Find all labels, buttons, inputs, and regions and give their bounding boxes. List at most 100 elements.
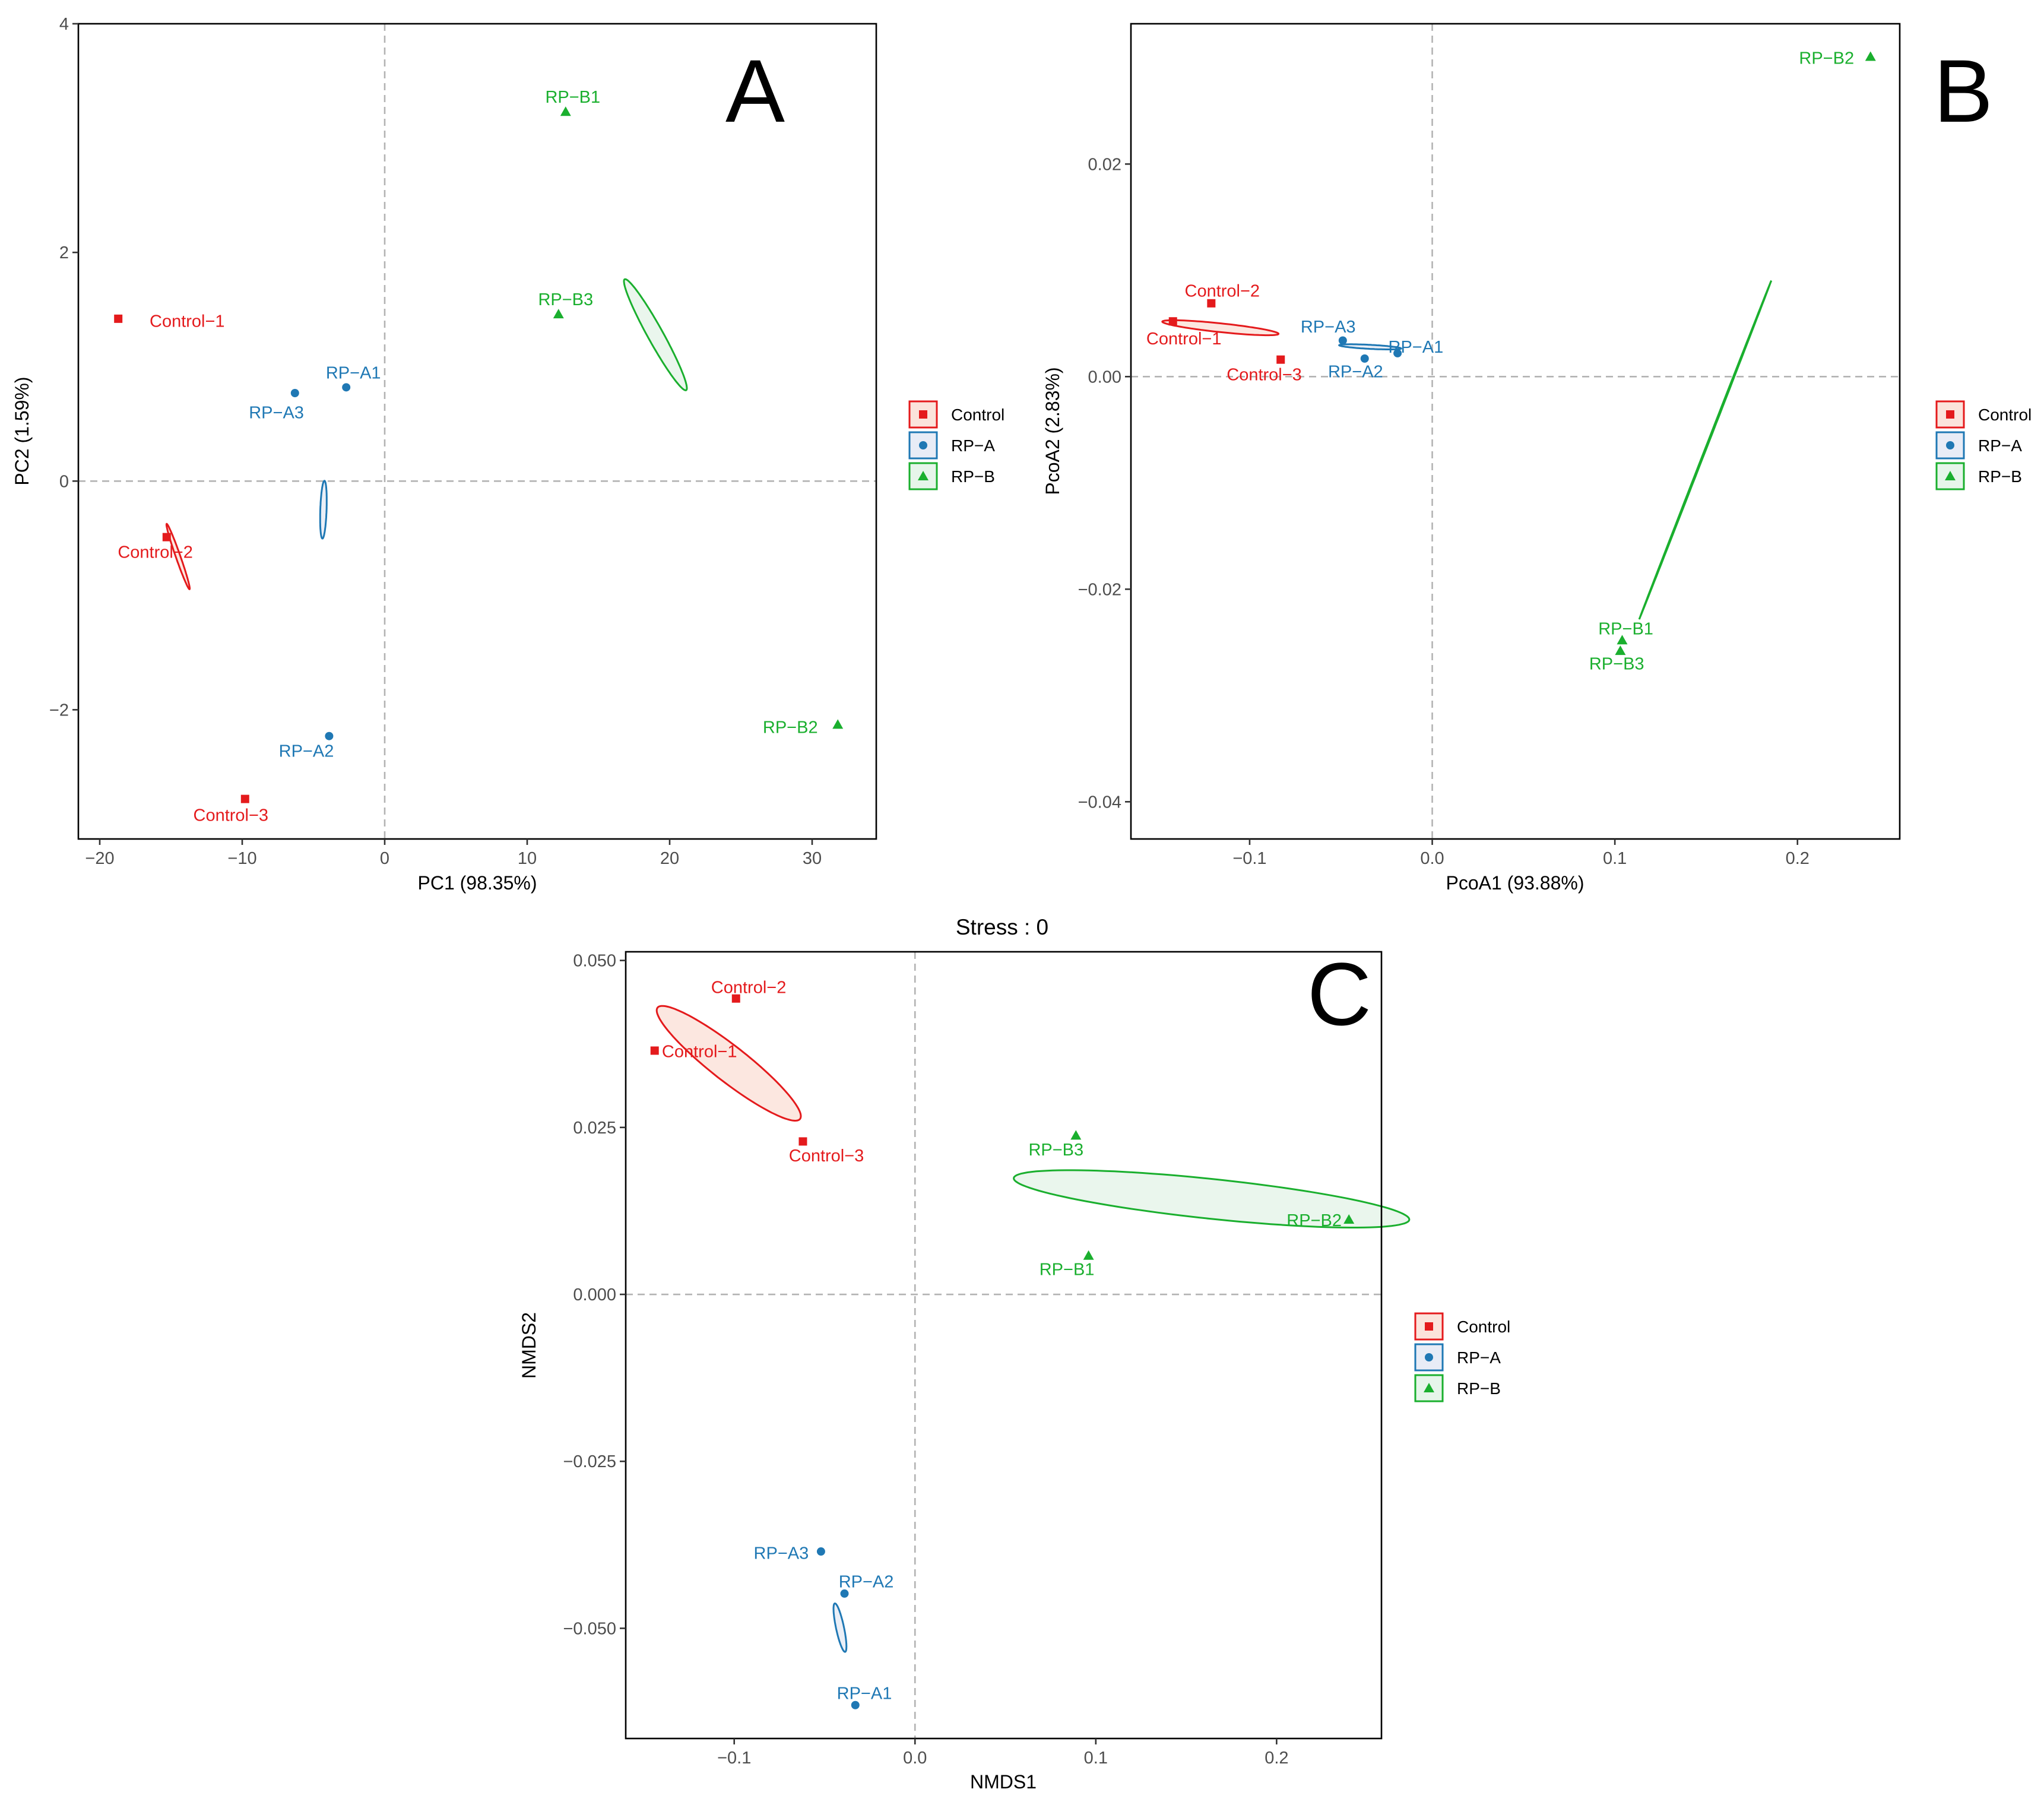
- panel-b-y-axis-title: PcoA2 (2.83%): [1042, 367, 1063, 495]
- panel-a-legend-marker-rp-b: [918, 471, 928, 480]
- panel-c-label-rp-a1: RP−A1: [837, 1684, 892, 1703]
- panel-a-y-tick-label: 0: [59, 472, 69, 491]
- panel-b-point-rp-b2: [1865, 51, 1876, 61]
- panel-b-label-rp-b3: RP−B3: [1589, 655, 1644, 674]
- panel-b-point-rp-a3: [1338, 336, 1347, 345]
- panel-b-letter: B: [1934, 41, 1993, 141]
- panel-c-point-control-1: [650, 1046, 659, 1055]
- panel-b-legend-marker-rp-b: [1945, 471, 1956, 480]
- panel-a-point-rp-b3: [553, 309, 564, 319]
- panel-b-point-rp-b1: [1617, 635, 1628, 645]
- panel-c-points: [650, 994, 1355, 1709]
- panel-b-legend-marker-rp-a: [1946, 441, 1954, 449]
- panel-a-legend-item-control: Control: [908, 400, 1004, 429]
- panel-a-label-control-1: Control−1: [150, 312, 225, 331]
- panel-c-label-rp-b2: RP−B2: [1286, 1211, 1342, 1230]
- panel-b-label-control-3: Control−3: [1227, 366, 1302, 385]
- panel-a-y-tick-label: −2: [49, 701, 69, 720]
- panel-a-legend: Control RP−A RP−B: [908, 400, 1004, 490]
- panel-b-x-axis-title: PcoA1 (93.88%): [1446, 872, 1584, 894]
- panel-c-legend: Control RP−A RP−B: [1414, 1312, 1510, 1402]
- panel-b-label-rp-b1: RP−B1: [1598, 620, 1653, 639]
- panel-c-x-tick-label: −0.1: [717, 1749, 751, 1768]
- panel-a-points: [114, 106, 844, 803]
- panel-b-x-tick-label: 0.0: [1420, 849, 1444, 868]
- panel-b-reference-lines: [1131, 24, 1900, 839]
- panel-c-point-labels: Control−1 Control−2 Control−3 RP−A1 RP−A2 RP−…: [662, 978, 1342, 1703]
- panel-b-ellipses: [1161, 280, 1773, 620]
- panel-c-legend-marker-rp-b: [1424, 1383, 1434, 1392]
- panel-c-y-ticks: −0.050 −0.025 0.000 0.025 0.050: [563, 952, 626, 1638]
- panel-b-ellipse-rp-b: [1638, 280, 1773, 620]
- panel-c-label-rp-b1: RP−B1: [1040, 1260, 1095, 1279]
- panel-b-point-labels: Control−1 Control−2 Control−3 RP−A1 RP−A2 RP−…: [1146, 49, 1854, 673]
- panel-b-label-rp-b2: RP−B2: [1799, 49, 1854, 68]
- panel-c-legend-item-rp-b: RP−B: [1414, 1374, 1501, 1402]
- panel-b-plot-border: [1130, 23, 1901, 840]
- panel-a-point-rp-a3: [290, 388, 299, 397]
- panel-a-point-rp-b1: [560, 106, 571, 116]
- panel-a-y-ticks: −2 0 2 4: [49, 15, 78, 720]
- panel-c-plot-border: [625, 951, 1383, 1740]
- panel-b-legend: Control RP−A RP−B: [1935, 400, 2032, 490]
- panel-b-legend-marker-control: [1946, 410, 1954, 419]
- panel-a-point-labels: Control−1 Control−2 Control−3 RP−A1 RP−A2 RP−…: [118, 88, 817, 825]
- panel-a-x-tick-label: −10: [227, 849, 256, 868]
- panel-b-point-control-3: [1276, 355, 1285, 364]
- panel-a-x-tick-label: 10: [518, 849, 537, 868]
- panel-a-point-control-2: [162, 533, 171, 542]
- panel-c-point-rp-a3: [816, 1547, 825, 1556]
- panel-c-ellipse-rp-a: [832, 1603, 848, 1653]
- panel-c-y-tick-label: −0.050: [563, 1619, 616, 1638]
- panel-a-pca: Control−1Control−2Control−3RP−A1RP−A2RP−…: [11, 15, 1004, 894]
- panel-b-y-tick-label: 0.00: [1088, 368, 1121, 387]
- panel-b-legend-label-control: Control: [1978, 406, 2032, 424]
- panel-a-point-rp-a2: [325, 732, 334, 740]
- panel-b-label-control-2: Control−2: [1185, 281, 1260, 300]
- panel-c-label-control-1: Control−1: [662, 1043, 737, 1062]
- panel-a-point-control-3: [240, 794, 249, 803]
- panel-c-ellipses: [655, 1005, 1411, 1653]
- panel-c-ellipse-control: [655, 1005, 802, 1122]
- panel-a-x-tick-label: 0: [380, 849, 389, 868]
- panel-a-legend-label-rp-a: RP−A: [951, 436, 995, 455]
- panel-c-letter: C: [1307, 944, 1371, 1044]
- panel-b-point-rp-b3: [1615, 645, 1626, 656]
- panel-c-point-rp-b2: [1343, 1214, 1355, 1224]
- panel-b-y-tick-label: 0.02: [1088, 155, 1121, 174]
- panel-c-legend-item-control: Control: [1414, 1312, 1510, 1341]
- panel-b-label-rp-a1: RP−A1: [1389, 338, 1444, 357]
- panel-a-ellipses: [165, 278, 688, 590]
- panel-c-point-control-2: [731, 994, 740, 1003]
- panel-a-reference-lines: [78, 24, 876, 839]
- panel-c-y-tick-label: 0.000: [573, 1285, 616, 1304]
- panel-c-ellipse-rp-b: [1013, 1169, 1411, 1228]
- panel-c-legend-marker-rp-a: [1425, 1353, 1433, 1361]
- panel-a-x-tick-label: 30: [803, 849, 822, 868]
- panel-a-x-tick-label: 20: [660, 849, 679, 868]
- panel-a-label-rp-b2: RP−B2: [763, 718, 818, 737]
- panel-a-point-control-1: [114, 314, 123, 323]
- panel-b-points: [1168, 51, 1876, 656]
- panel-c-x-tick-label: 0.1: [1084, 1749, 1108, 1768]
- panel-c-y-tick-label: 0.025: [573, 1119, 616, 1138]
- panel-a-x-tick-label: −20: [85, 849, 114, 868]
- panel-c-point-control-3: [798, 1137, 807, 1146]
- panel-b-x-tick-label: 0.2: [1786, 849, 1810, 868]
- panel-a-legend-item-rp-b: RP−B: [908, 462, 995, 490]
- panel-a-legend-item-rp-a: RP−A: [908, 431, 995, 460]
- panel-a-legend-label-rp-b: RP−B: [951, 467, 995, 486]
- panel-b-legend-item-rp-b: RP−B: [1935, 462, 2022, 490]
- panel-c-legend-label-rp-a: RP−A: [1457, 1348, 1501, 1367]
- panel-c-x-tick-label: 0.0: [903, 1749, 927, 1768]
- panel-a-label-rp-b3: RP−B3: [538, 290, 593, 309]
- panel-b-ellipse-rp-a: [1338, 343, 1402, 350]
- panel-b-x-tick-label: −0.1: [1232, 849, 1266, 868]
- panel-b-label-control-1: Control−1: [1146, 330, 1222, 349]
- panel-c-point-rp-b3: [1070, 1130, 1082, 1140]
- panel-a-y-tick-label: 2: [59, 243, 69, 262]
- panel-c-label-control-2: Control−2: [711, 978, 787, 998]
- panel-b-y-tick-label: −0.02: [1078, 580, 1121, 599]
- panel-b-point-control-2: [1207, 299, 1216, 308]
